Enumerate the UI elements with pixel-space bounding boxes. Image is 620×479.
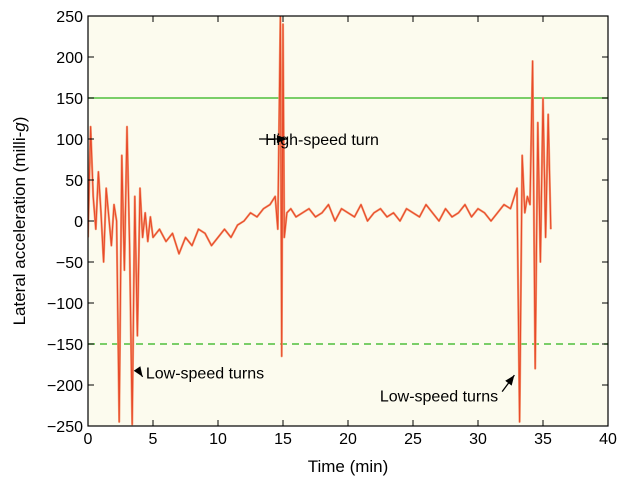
- y-tick-label: −100: [47, 296, 83, 313]
- y-axis-label-main: Lateral acceleration (milli-: [10, 132, 29, 326]
- y-tick-label: 50: [65, 173, 83, 190]
- y-tick-label: −150: [47, 337, 83, 354]
- annotation-label-0: High-speed turn: [265, 132, 379, 149]
- annotation-label-1: Low-speed turns: [146, 366, 264, 383]
- x-tick-label: 5: [149, 431, 158, 448]
- series-line-0: [88, 16, 552, 425]
- annotation-arrowhead-2: [505, 375, 515, 386]
- y-tick-label: −200: [47, 378, 83, 395]
- y-tick-label: −50: [56, 255, 83, 272]
- x-tick-label: 25: [404, 431, 422, 448]
- y-axis-label-italic: g: [10, 122, 29, 132]
- annotation-group: High-speed turn Low-speed turns Low-speed …: [133, 132, 515, 406]
- y-tick-label: 250: [56, 9, 83, 26]
- x-axis-label: Time (min): [308, 457, 389, 476]
- y-tick-label: −250: [47, 419, 83, 436]
- x-tick-label: 20: [339, 431, 357, 448]
- x-tick-label: 35: [534, 431, 552, 448]
- annotation-label-2: Low-speed turns: [380, 389, 498, 406]
- annotation-arrowhead-0: [276, 135, 287, 143]
- x-tick-label: 0: [84, 431, 93, 448]
- series-group: [88, 16, 552, 426]
- y-tick-label: 200: [56, 50, 83, 67]
- y-tick-label: 0: [74, 214, 83, 231]
- x-tick-label: 30: [469, 431, 487, 448]
- x-tick-label: 40: [599, 431, 617, 448]
- annotation-arrowhead-1: [133, 366, 143, 377]
- plot-area: [88, 16, 608, 426]
- x-tick-label: 15: [274, 431, 292, 448]
- y-axis-label: Lateral acceleration (milli-g): [10, 117, 29, 326]
- tick-group: 0 5 10 15 20 25 30 35 40 250 200 150 100 50 0 −50 −100 −1…: [47, 9, 617, 448]
- x-tick-label: 10: [209, 431, 227, 448]
- y-axis-label-end: ): [10, 117, 29, 123]
- y-tick-label: 100: [56, 132, 83, 149]
- y-tick-label: 150: [56, 91, 83, 108]
